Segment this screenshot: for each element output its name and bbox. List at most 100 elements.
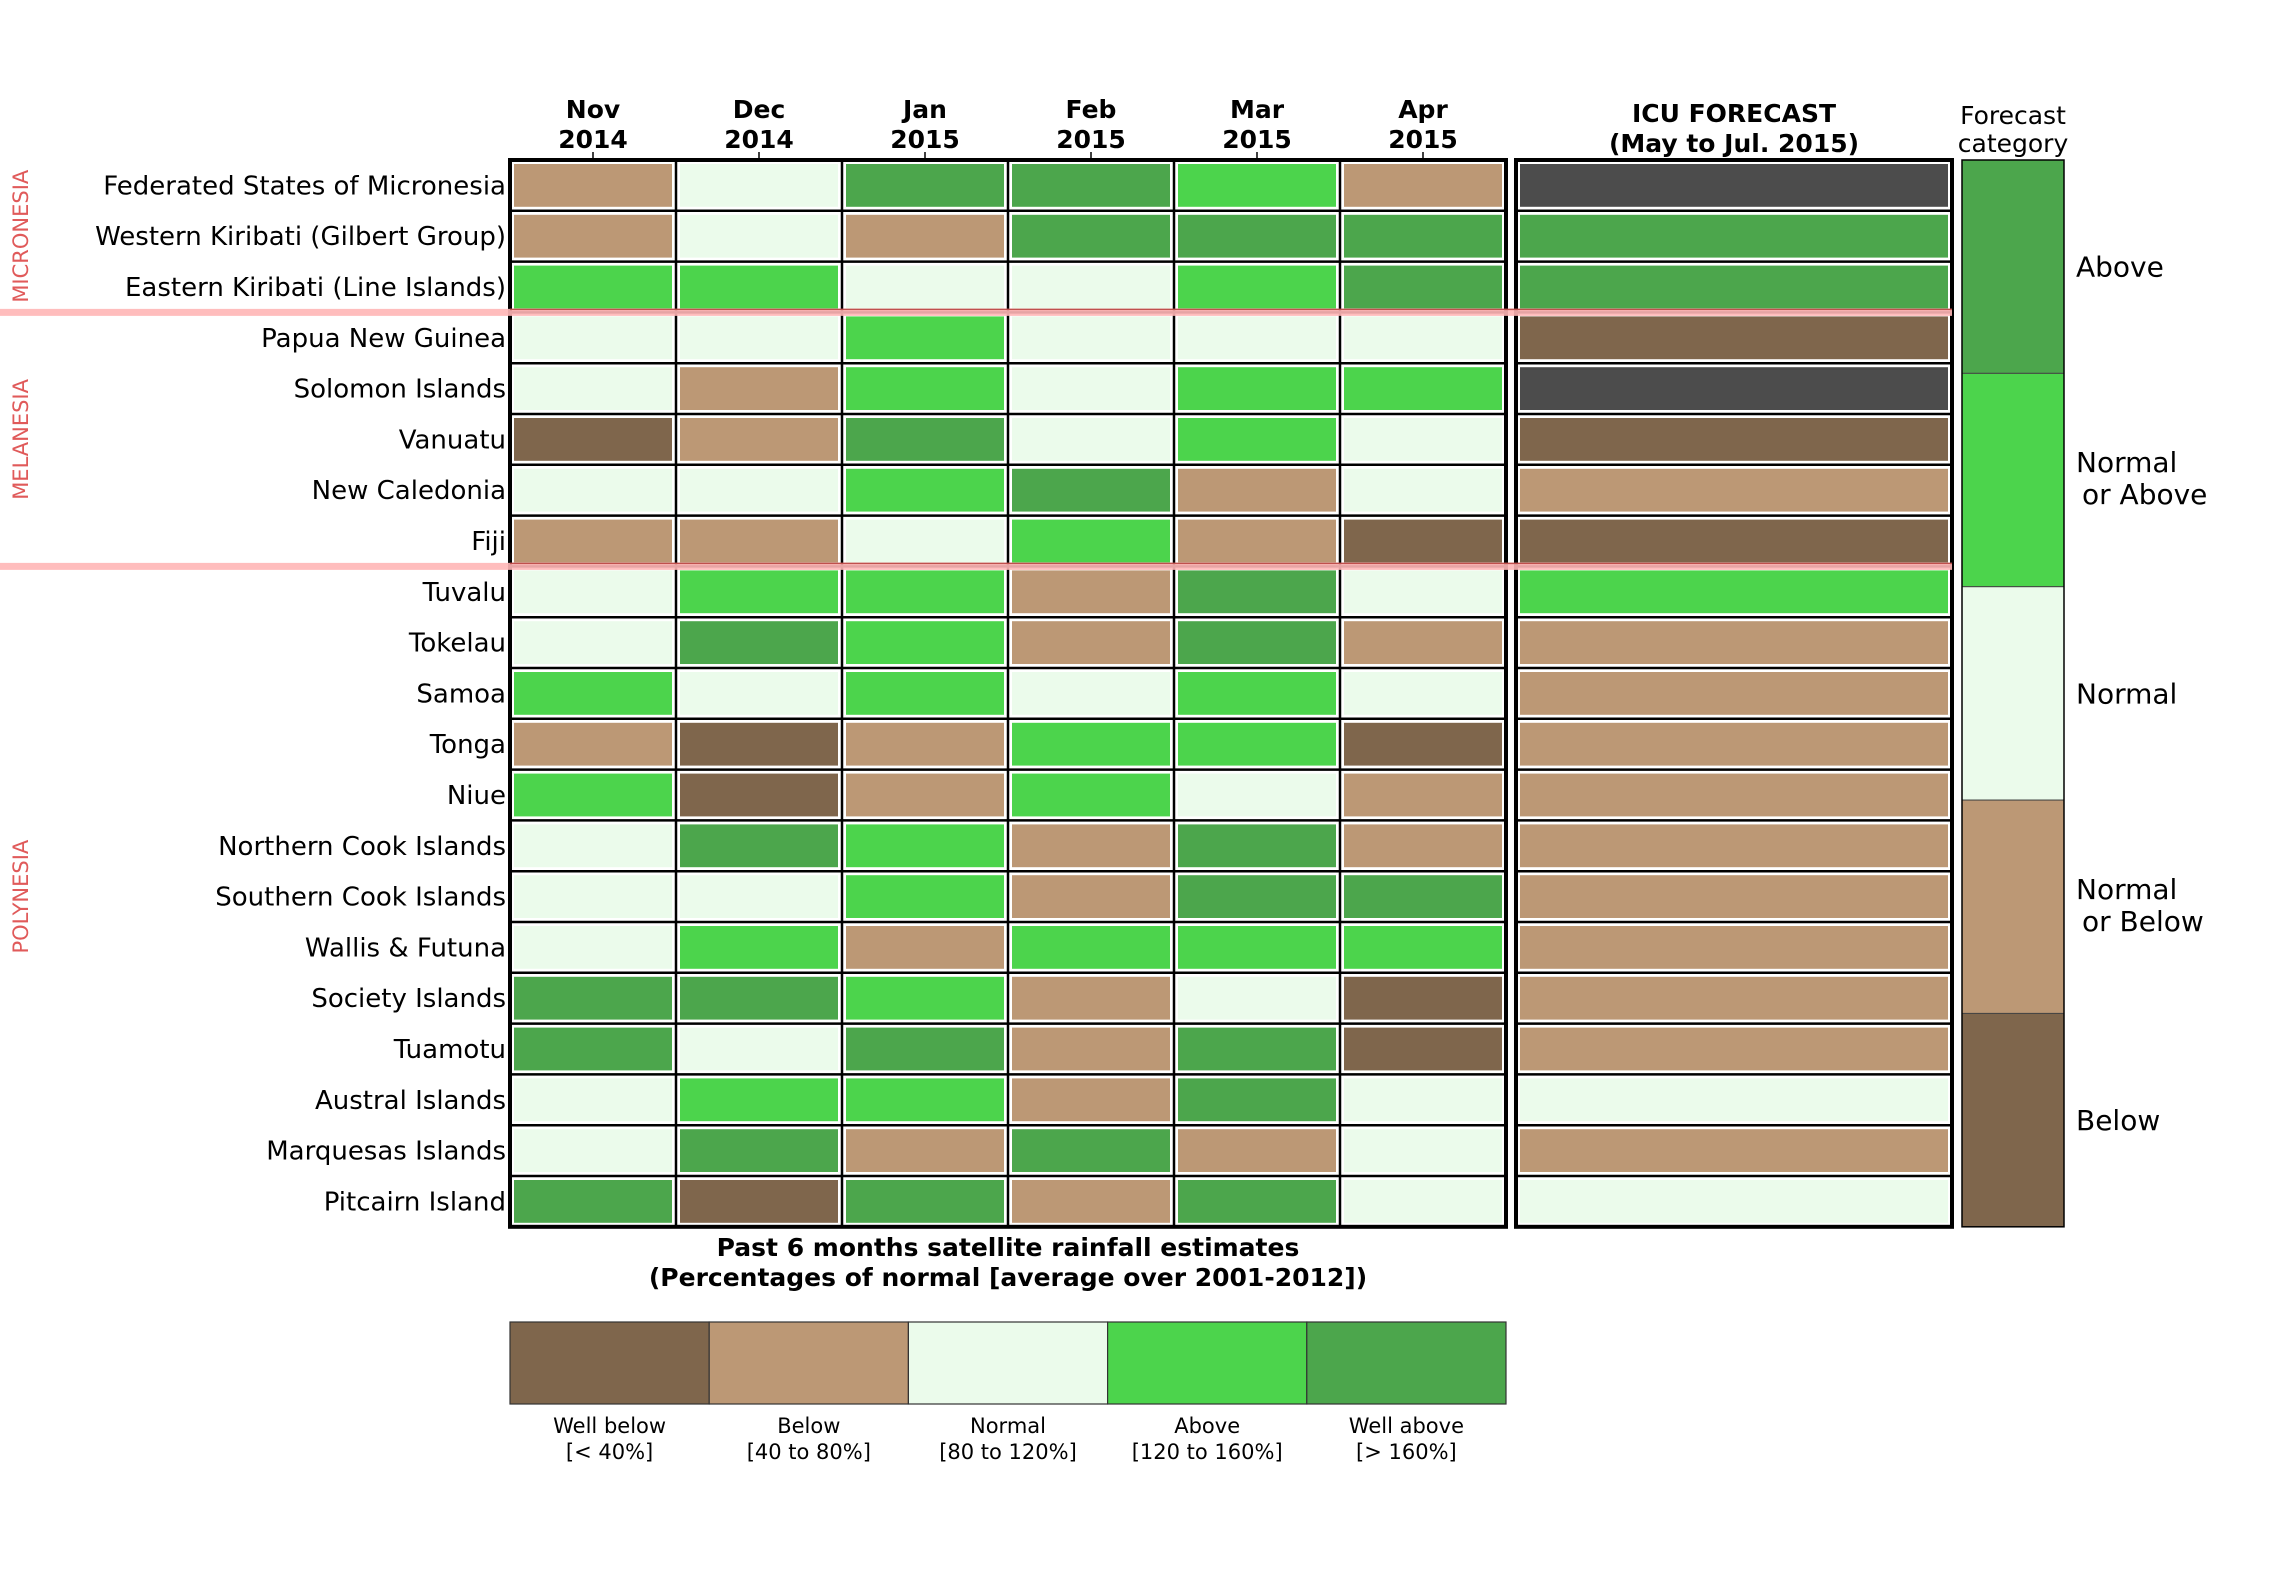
cell-1-0 (514, 214, 672, 258)
row-label: Tuamotu (393, 1035, 506, 1065)
cell-1-5 (1344, 214, 1502, 258)
forecast-cell-0 (1520, 164, 1948, 207)
cell-0-2 (846, 164, 1004, 207)
legend-label: [40 to 80%] (747, 1440, 871, 1464)
forecast-title: ICU FORECAST (1632, 99, 1836, 128)
cell-0-3 (1012, 164, 1170, 207)
cell-10-4 (1178, 672, 1336, 715)
past-rainfall-grid (508, 158, 1508, 1229)
cell-20-2 (846, 1180, 1004, 1223)
cell-8-1 (680, 570, 838, 614)
cell-15-5 (1344, 926, 1502, 969)
cell-17-4 (1178, 1027, 1336, 1071)
cell-20-0 (514, 1180, 672, 1223)
column-header: Jan (901, 95, 947, 124)
forecast-cell-9 (1520, 621, 1948, 664)
cell-13-3 (1012, 824, 1170, 868)
cell-12-1 (680, 773, 838, 817)
forecast-cell-10 (1520, 672, 1948, 715)
forecast-cell-20 (1520, 1180, 1948, 1223)
labels: ForecastcategoryNov2014Dec2014Jan2015Feb… (0, 95, 2068, 1292)
row-label: Southern Cook Islands (215, 883, 506, 913)
row-label: Pitcairn Island (324, 1187, 506, 1217)
cell-14-2 (846, 875, 1004, 918)
row-label: Tokelau (408, 629, 506, 659)
cell-18-3 (1012, 1078, 1170, 1122)
cell-10-5 (1344, 672, 1502, 715)
forecast-category-label: or Above (2082, 478, 2207, 511)
forecast-category-label: Above (2076, 251, 2164, 284)
column-header: 2015 (890, 125, 960, 154)
cell-5-1 (680, 418, 838, 461)
region-label: POLYNESIA (9, 839, 33, 953)
row-label: Tuvalu (422, 578, 506, 608)
cell-6-3 (1012, 468, 1170, 512)
cell-11-1 (680, 722, 838, 766)
cell-9-4 (1178, 621, 1336, 664)
forecast-cell-11 (1520, 722, 1948, 766)
forecast-category-title: Forecast (1960, 101, 2066, 130)
cell-16-4 (1178, 976, 1336, 1020)
row-label: Fiji (471, 527, 506, 557)
legend-label: Normal (970, 1414, 1046, 1438)
cell-8-4 (1178, 570, 1336, 614)
cell-4-5 (1344, 367, 1502, 410)
cell-8-3 (1012, 570, 1170, 614)
cell-4-0 (514, 367, 672, 410)
cell-8-2 (846, 570, 1004, 614)
forecast-cell-6 (1520, 468, 1948, 512)
cell-3-4 (1178, 316, 1336, 360)
forecast-category-swatch-normal_or_below (1961, 799, 2065, 1014)
cell-20-5 (1344, 1180, 1502, 1223)
cell-19-2 (846, 1129, 1004, 1172)
legend-swatch-below (708, 1321, 910, 1405)
cell-16-0 (514, 976, 672, 1020)
cell-12-3 (1012, 773, 1170, 817)
forecast-category-title: category (1958, 129, 2069, 158)
cell-1-1 (680, 214, 838, 258)
cell-8-0 (514, 570, 672, 614)
cell-13-1 (680, 824, 838, 868)
legend-swatch-well_above (1306, 1321, 1507, 1405)
cell-18-5 (1344, 1078, 1502, 1122)
forecast-cell-12 (1520, 773, 1948, 817)
cell-7-1 (680, 519, 838, 563)
cell-6-2 (846, 468, 1004, 512)
cell-11-5 (1344, 722, 1502, 766)
column-header: Nov (566, 95, 620, 124)
forecast-category-swatch-above (1961, 159, 2065, 374)
row-label: Samoa (416, 679, 506, 709)
cell-17-0 (514, 1027, 672, 1071)
cell-18-0 (514, 1078, 672, 1122)
forecast-cell-16 (1520, 976, 1948, 1020)
forecast-cell-17 (1520, 1027, 1948, 1071)
forecast-cell-4 (1520, 367, 1948, 410)
forecast-cell-14 (1520, 875, 1948, 918)
cell-4-3 (1012, 367, 1170, 410)
cell-14-5 (1344, 875, 1502, 918)
cell-5-4 (1178, 418, 1336, 461)
cell-13-5 (1344, 824, 1502, 868)
past-title: (Percentages of normal [average over 200… (649, 1263, 1367, 1292)
cell-11-0 (514, 722, 672, 766)
cell-2-1 (680, 265, 838, 309)
cell-12-5 (1344, 773, 1502, 817)
cell-10-3 (1012, 672, 1170, 715)
row-label: Wallis & Futuna (305, 933, 506, 963)
cell-19-0 (514, 1129, 672, 1172)
cell-1-2 (846, 214, 1004, 258)
cell-16-1 (680, 976, 838, 1020)
row-label: Vanuatu (399, 425, 506, 455)
legend-label: Above (1174, 1414, 1240, 1438)
cell-6-5 (1344, 468, 1502, 512)
cell-2-5 (1344, 265, 1502, 309)
forecast-cell-15 (1520, 926, 1948, 969)
cell-6-0 (514, 468, 672, 512)
cell-19-5 (1344, 1129, 1502, 1172)
forecast-title: (May to Jul. 2015) (1609, 129, 1859, 158)
cell-11-2 (846, 722, 1004, 766)
forecast-category-frame (1961, 159, 2065, 1228)
cell-16-5 (1344, 976, 1502, 1020)
